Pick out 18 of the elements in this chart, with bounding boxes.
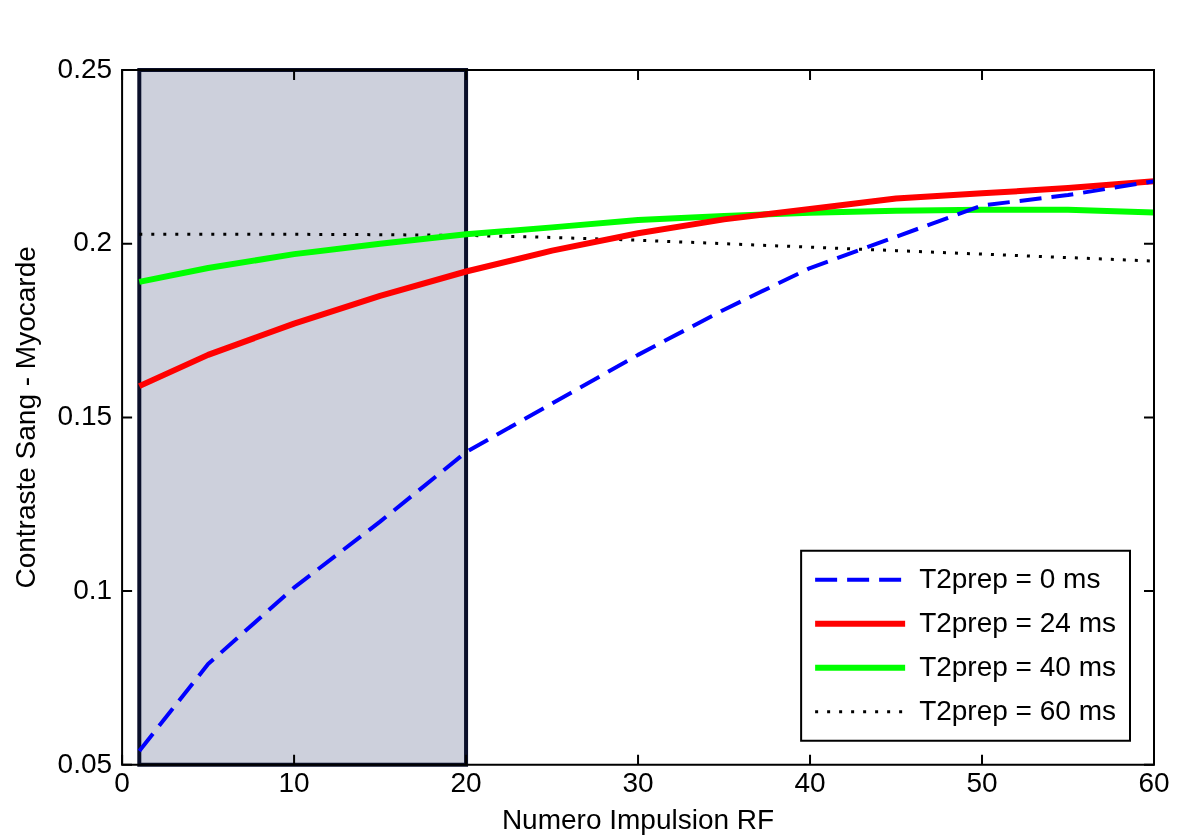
x-tick-label: 10 [278,767,310,799]
y-tick-label: 0.1 [73,573,113,605]
y-tick-label: 0.15 [57,400,113,432]
x-tick-label: 0 [114,767,130,799]
y-tick-label: 0.25 [57,52,113,84]
x-tick-label: 60 [1138,767,1170,799]
x-tick-label: 50 [966,767,998,799]
y-tick-label: 0.05 [57,747,113,779]
legend-label: T2prep = 40 ms [919,650,1116,682]
legend-label: T2prep = 60 ms [919,694,1116,726]
legend-label: T2prep = 24 ms [919,606,1116,638]
x-tick-label: 30 [622,767,654,799]
y-tick-label: 0.2 [73,226,113,258]
x-tick-label: 40 [794,767,826,799]
legend-label: T2prep = 0 ms [919,562,1101,594]
x-tick-label: 20 [450,767,482,799]
y-axis-title: Contraste Sang - Myocarde [9,246,41,589]
x-axis-title: Numero Impulsion RF [501,803,775,835]
